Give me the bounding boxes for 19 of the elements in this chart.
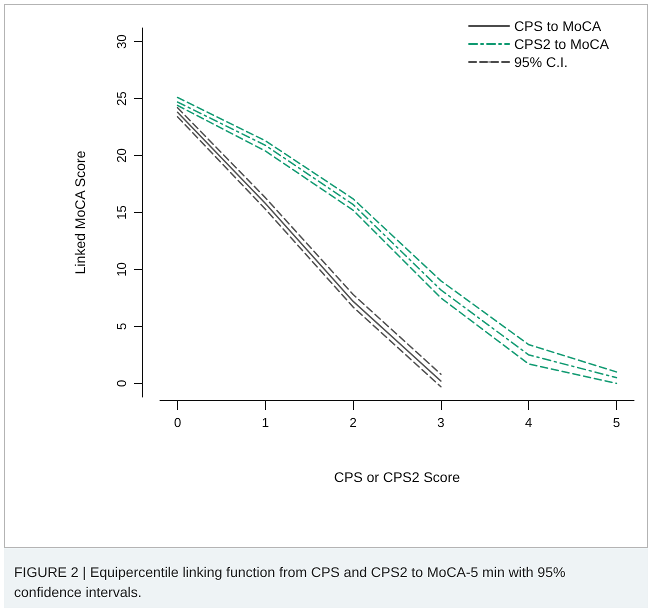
y-tick-label: 0: [114, 380, 129, 387]
y-tick-label: 30: [114, 34, 129, 49]
y-tick-label: 15: [114, 205, 129, 220]
legend-label: 95% C.I.: [514, 54, 568, 70]
legend-label: CPS2 to MoCA: [514, 36, 610, 52]
y-tick-label: 25: [114, 91, 129, 106]
x-tick-label: 0: [174, 415, 182, 430]
x-axis-title: CPS or CPS2 Score: [334, 469, 460, 485]
x-tick-label: 4: [525, 415, 532, 430]
y-tick-label: 20: [114, 148, 129, 163]
legend-label: CPS to MoCA: [514, 18, 602, 34]
x-tick-label: 3: [437, 415, 445, 430]
x-tick-label: 2: [349, 415, 357, 430]
y-tick-label: 10: [114, 262, 129, 277]
caption: FIGURE 2 | Equipercentile linking function from CPS and CPS2 to MoCA-5 min with 95% confidence intervals.: [14, 564, 570, 600]
y-tick-label: 5: [114, 322, 129, 330]
y-axis-title: Linked MoCA Score: [72, 150, 88, 274]
x-tick-label: 1: [262, 415, 269, 430]
x-tick-label: 5: [612, 415, 620, 430]
